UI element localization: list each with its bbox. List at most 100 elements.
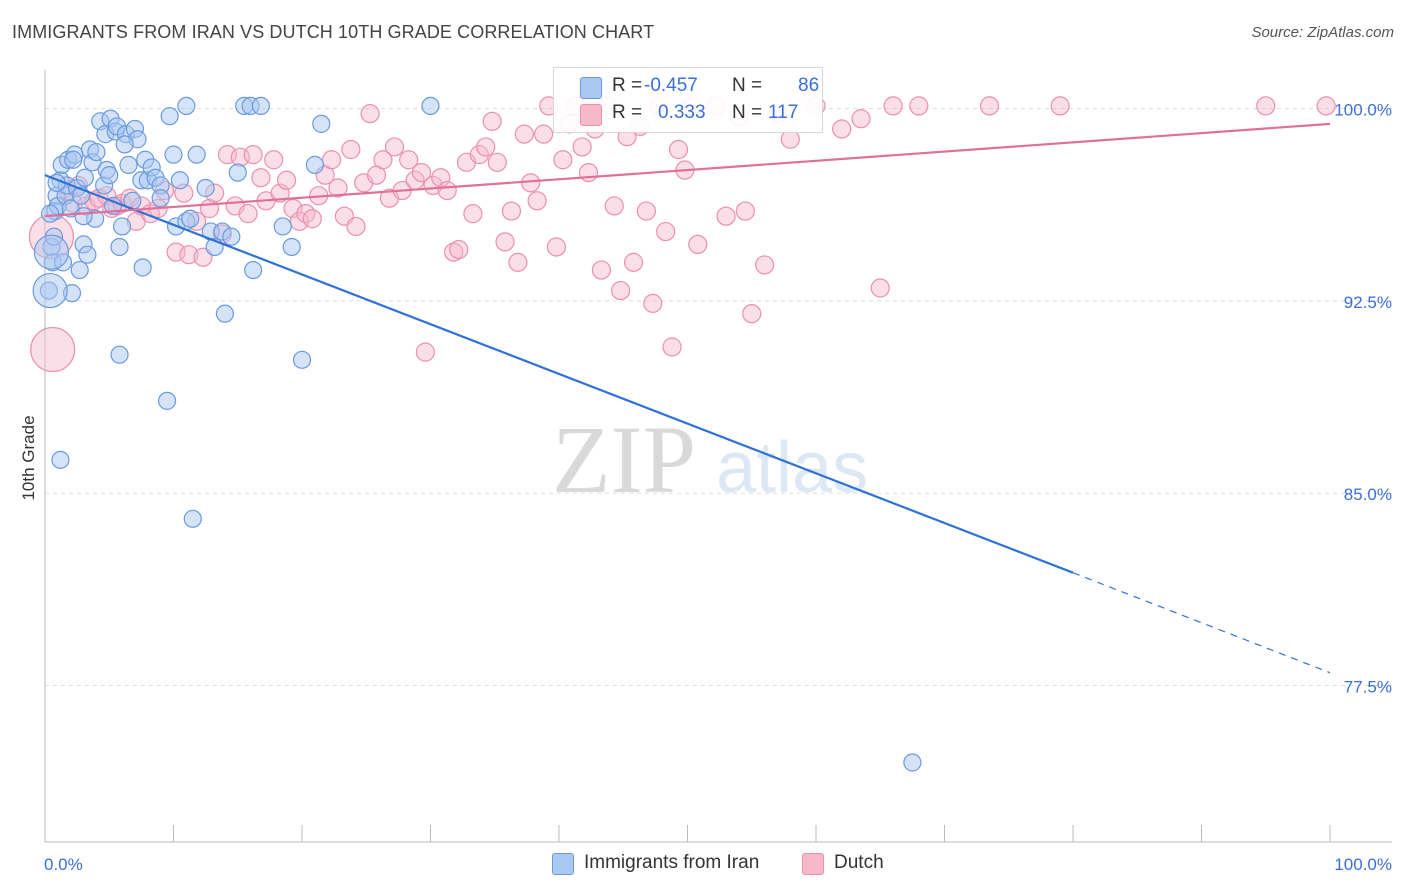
y-tick-label: 77.5% [1344,678,1392,697]
dutch-point [360,104,380,124]
dutch-point [643,293,663,313]
dutch-point [495,232,515,252]
iran-point [51,450,70,469]
dutch-point [716,206,736,226]
dutch-point [604,196,624,216]
legend-r-value-iran: -0.457 [644,75,698,96]
dutch-point [909,96,929,116]
legend-n-value-iran: 86 [798,75,820,96]
legend-r-label: R = [612,75,643,96]
dutch-point [979,96,1000,116]
dutch-point [321,150,342,170]
chart-title: IMMIGRANTS FROM IRAN VS DUTCH 10TH GRADE… [12,22,655,42]
dutch-point [444,242,464,262]
dutch-point [449,239,469,260]
iran-point [160,107,179,126]
iran-point [312,114,331,133]
iran-point-large [32,272,68,309]
dutch-point [328,178,348,198]
dutch-point [1316,96,1336,116]
dutch-point [668,139,689,160]
dutch-point [296,204,316,224]
iran-point [181,209,200,228]
legend-swatch-iran [580,77,602,99]
dutch-point [411,162,432,183]
iran-point [222,227,241,246]
iran-point [251,96,270,116]
dutch-point [384,137,405,157]
iran-point [215,304,234,323]
dutch-point [553,150,573,170]
legend-r-value-dutch: 0.333 [658,102,706,123]
grid-lines [45,107,1392,687]
x-tick-label-end: 100.0% [1334,855,1392,874]
x-tick-label-start: 0.0% [44,855,83,874]
dutch-point [476,137,496,157]
dutch-point [636,201,656,221]
iran-trend-line [44,174,1074,574]
dutch-point [437,180,457,201]
iran-point [133,258,152,277]
dutch-point [870,278,890,298]
dutch-point [193,247,213,267]
source-label: Source: ZipAtlas.com [1251,24,1394,41]
y-axis-label: 10th Grade [19,415,38,500]
dutch-point [883,96,903,116]
dutch-point [423,175,443,196]
iran-point [64,150,83,169]
dutch-point [623,252,644,272]
dutch-point [546,237,567,257]
bottom-legend-swatch-dutch [802,853,824,875]
stats-legend: R = -0.457 N = 86 R = 0.333 N = 117 [553,67,823,133]
iran-point [151,189,170,208]
watermark-atlas: atlas [716,428,868,508]
iran-point [70,260,89,280]
dutch-point [179,245,199,265]
iran-point [177,96,196,116]
dutch-point [469,145,489,165]
dutch-point [662,337,682,357]
dutch-point-large [30,326,76,373]
legend-n-label: N = [732,102,763,123]
y-tick-label: 92.5% [1344,293,1392,312]
dutch-point [302,209,322,229]
dutch-point [514,124,534,144]
watermark-zip: ZIP [552,406,696,513]
y-tick-label: 100.0% [1334,100,1392,119]
dutch-point [373,150,393,170]
iran-point [273,217,292,236]
iran-point [305,155,324,174]
dutch-point [276,170,297,190]
iran-point [100,166,119,185]
iran-point-large [33,234,70,270]
y-tick-label: 85.0% [1344,485,1392,504]
dutch-point [578,162,599,183]
iran-point [244,260,263,280]
bottom-legend-swatch-iran [552,853,574,875]
dutch-point [533,124,554,144]
dutch-point [521,173,541,193]
iran-point [228,163,247,182]
iran-point [170,171,190,190]
dutch-point [591,260,612,280]
bottom-legend-label-dutch: Dutch [834,852,884,873]
dutch-point [415,342,435,362]
legend-swatch-dutch [580,104,602,126]
dutch-point [611,280,631,301]
legend-n-value-dutch: 117 [768,102,799,123]
dutch-point [463,204,483,224]
dutch-point [851,109,871,129]
iran-point [903,753,922,772]
iran-point [187,145,206,164]
dutch-point [264,150,284,170]
dutch-point [399,150,419,170]
bottom-legend-label-iran: Immigrants from Iran [584,852,760,873]
dutch-point [341,139,361,160]
iran-point [110,345,129,364]
dutch-point [572,137,592,157]
dutch-point [735,201,755,221]
dutch-point [656,221,676,242]
iran-point [292,350,312,369]
iran-point [110,237,129,257]
axes [44,70,1392,843]
